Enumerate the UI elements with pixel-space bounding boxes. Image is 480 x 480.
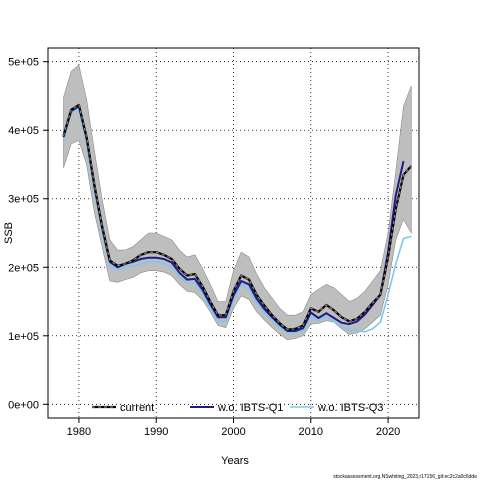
x-tick-label: 2000 <box>221 426 245 438</box>
legend-label: w.o. IBTS-Q1 <box>217 402 283 414</box>
y-axis-label: SSB <box>3 222 15 244</box>
confidence-band <box>63 64 412 341</box>
legend-label: w.o. IBTS-Q3 <box>317 402 383 414</box>
y-tick-label: 5e+05 <box>8 57 39 69</box>
y-tick-label: 2e+05 <box>8 262 39 274</box>
series-line-q1 <box>62 105 405 332</box>
legend-label: current <box>120 402 154 414</box>
x-tick-label: 2010 <box>299 426 323 438</box>
y-tick-label: 3e+05 <box>8 194 39 206</box>
y-tick-label: 1e+05 <box>8 331 39 343</box>
y-tick-label: 0e+00 <box>8 399 39 411</box>
x-tick-label: 1990 <box>144 426 168 438</box>
series-line-current-base <box>62 103 413 331</box>
x-axis-label: Years <box>221 455 249 467</box>
series-lines <box>62 103 413 334</box>
axes: 1980 1990 2000 2010 2020 0e+00 1e+05 2e+05 3e+05… <box>8 47 420 438</box>
legend: current w.o. IBTS-Q1 w.o. IBTS-Q3 <box>92 402 383 414</box>
y-tick-label: 4e+05 <box>8 125 39 137</box>
x-tick-label: 2020 <box>376 426 400 438</box>
confidence-band-area <box>63 64 412 341</box>
x-tick-label: 1980 <box>67 426 91 438</box>
footer-credit: stockassessment.org,NSwhiting_2023,r1715… <box>333 474 477 480</box>
series-line-q3 <box>62 107 412 334</box>
